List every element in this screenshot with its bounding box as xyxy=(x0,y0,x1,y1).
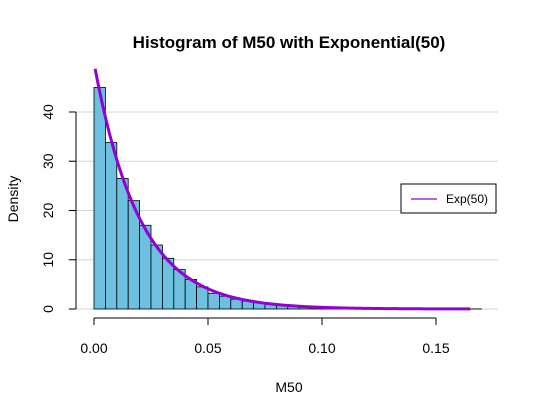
histogram-bar xyxy=(93,86,106,310)
histogram-bar xyxy=(196,286,209,310)
y-tick-label-2: 20 xyxy=(40,203,56,219)
axes: 0.00 0.05 0.10 0.15 0 10 20 30 40 xyxy=(40,104,450,356)
histogram-bar xyxy=(184,279,197,310)
x-tick-label-0: 0.00 xyxy=(80,340,107,356)
x-axis-label: M50 xyxy=(275,379,302,395)
histogram-bar xyxy=(105,142,118,310)
density-curve-exp50 xyxy=(93,68,471,311)
histogram-bar xyxy=(207,292,220,310)
x-tick-label-3: 0.15 xyxy=(422,340,449,356)
y-tick-label-0: 0 xyxy=(40,305,56,313)
x-tick-label-2: 0.10 xyxy=(308,340,335,356)
histogram-bar xyxy=(218,295,232,310)
density-curve-layer xyxy=(93,68,471,311)
legend: Exp(50) xyxy=(400,183,497,214)
legend-label-exp50: Exp(50) xyxy=(446,192,488,206)
x-tick-label-1: 0.05 xyxy=(194,340,221,356)
histogram-bar xyxy=(230,298,243,310)
y-tick-label-4: 40 xyxy=(40,104,56,120)
y-tick-label-3: 30 xyxy=(40,153,56,169)
histogram-bars xyxy=(93,86,483,310)
histogram-bar xyxy=(116,178,129,310)
y-axis-label: Density xyxy=(5,176,21,223)
y-tick-label-1: 10 xyxy=(40,252,56,268)
histogram-bar xyxy=(150,244,163,310)
chart-title: Histogram of M50 with Exponential(50) xyxy=(133,33,446,52)
